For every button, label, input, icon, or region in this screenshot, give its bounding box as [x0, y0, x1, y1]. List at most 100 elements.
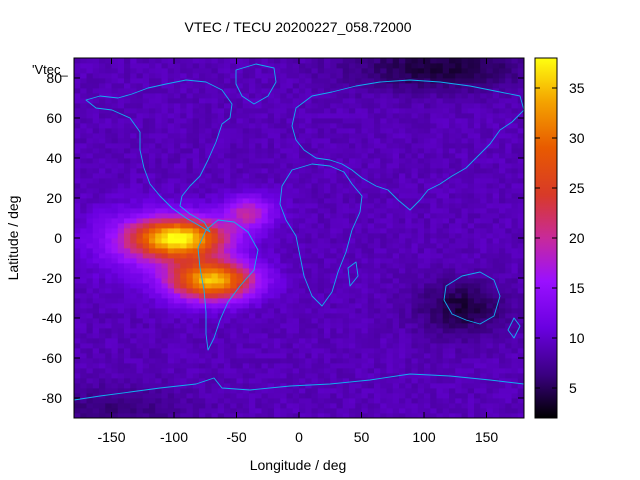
- heat-cell: [242, 238, 250, 244]
- heat-cell: [311, 213, 319, 219]
- heat-cell: [305, 378, 312, 384]
- heat-cell: [361, 98, 369, 104]
- heat-cell: [86, 223, 94, 229]
- heat-cell: [261, 123, 269, 129]
- heat-cell: [411, 213, 419, 219]
- heat-cell: [374, 238, 381, 244]
- heat-cell: [455, 248, 462, 254]
- heat-cell: [267, 343, 275, 349]
- heat-cell: [355, 303, 362, 309]
- heat-cell: [192, 368, 200, 374]
- heat-cell: [299, 303, 306, 309]
- heat-cell: [355, 243, 362, 249]
- heat-cell: [236, 323, 244, 329]
- heat-cell: [355, 258, 362, 264]
- heat-cell: [155, 278, 162, 284]
- heat-cell: [205, 208, 212, 214]
- heat-cell: [424, 73, 431, 79]
- heat-cell: [130, 303, 137, 309]
- heat-cell: [242, 68, 250, 74]
- heat-cell: [280, 183, 287, 189]
- heat-cell: [442, 413, 450, 418]
- heat-cell: [205, 293, 212, 299]
- heat-cell: [217, 173, 225, 179]
- heat-cell: [236, 308, 244, 314]
- heat-cell: [105, 393, 112, 399]
- heat-cell: [292, 98, 300, 104]
- heat-cell: [405, 318, 412, 324]
- heat-cell: [292, 308, 300, 314]
- heat-cell: [492, 398, 500, 404]
- heat-cell: [105, 348, 112, 354]
- heat-cell: [405, 198, 412, 204]
- heat-cell: [92, 408, 100, 414]
- heat-cell: [455, 198, 462, 204]
- heat-cell: [374, 208, 381, 214]
- heat-cell: [211, 318, 219, 324]
- heat-cell: [117, 413, 125, 418]
- heat-cell: [355, 373, 362, 379]
- heat-cell: [430, 323, 437, 329]
- heat-cell: [330, 368, 337, 374]
- heat-cell: [149, 78, 156, 84]
- heat-cell: [199, 73, 206, 79]
- heat-cell: [461, 298, 469, 304]
- heat-cell: [199, 138, 206, 144]
- heat-cell: [480, 373, 487, 379]
- heat-cell: [99, 283, 106, 289]
- heat-cell: [105, 358, 112, 364]
- heat-cell: [455, 413, 462, 418]
- heat-cell: [405, 333, 412, 339]
- heat-cell: [167, 63, 175, 69]
- heat-cell: [361, 88, 369, 94]
- heat-cell: [386, 178, 394, 184]
- heat-cell: [424, 103, 431, 109]
- heat-cell: [124, 203, 131, 209]
- heat-cell: [161, 168, 169, 174]
- heat-cell: [405, 153, 412, 159]
- heat-cell: [392, 338, 400, 344]
- heat-cell: [192, 213, 200, 219]
- heat-cell: [242, 288, 250, 294]
- heat-cell: [99, 368, 106, 374]
- heat-cell: [367, 213, 375, 219]
- heat-cell: [267, 133, 275, 139]
- heat-cell: [167, 348, 175, 354]
- heat-cell: [236, 168, 244, 174]
- heat-cell: [99, 258, 106, 264]
- heat-cell: [430, 203, 437, 209]
- heat-cell: [286, 113, 294, 119]
- heat-cell: [255, 213, 262, 219]
- heat-cell: [374, 243, 381, 249]
- heat-cell: [105, 268, 112, 274]
- heat-cell: [442, 143, 450, 149]
- heat-cell: [386, 288, 394, 294]
- heat-cell: [261, 203, 269, 209]
- heat-cell: [374, 323, 381, 329]
- heat-cell: [267, 348, 275, 354]
- heat-cell: [267, 228, 275, 234]
- heat-cell: [417, 108, 425, 114]
- heat-cell: [299, 163, 306, 169]
- heat-cell: [224, 398, 231, 404]
- heat-cell: [130, 73, 137, 79]
- heat-cell: [324, 178, 331, 184]
- heat-cell: [317, 198, 325, 204]
- heat-cell: [167, 133, 175, 139]
- heat-cell: [336, 183, 344, 189]
- heat-cell: [305, 153, 312, 159]
- heat-cell: [130, 413, 137, 418]
- heat-cell: [261, 313, 269, 319]
- heat-cell: [124, 118, 131, 124]
- heat-cell: [424, 88, 431, 94]
- heat-cell: [99, 228, 106, 234]
- heat-cell: [374, 263, 381, 269]
- heat-cell: [211, 198, 219, 204]
- heat-cell: [336, 88, 344, 94]
- heat-cell: [486, 63, 494, 69]
- heat-cell: [480, 398, 487, 404]
- heat-cell: [492, 323, 500, 329]
- heat-cell: [249, 108, 256, 114]
- heat-cell: [374, 393, 381, 399]
- heat-cell: [367, 143, 375, 149]
